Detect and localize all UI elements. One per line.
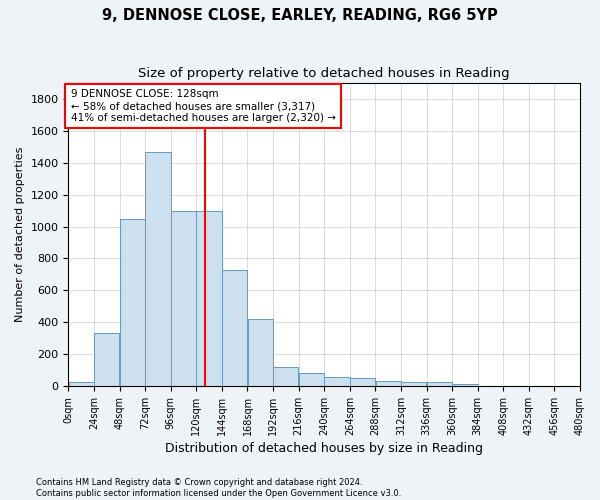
Bar [376, 382, 401, 386]
Bar [273, 367, 298, 386]
Bar [94, 334, 119, 386]
Bar [325, 378, 350, 386]
Bar [248, 319, 273, 386]
Bar [299, 374, 324, 386]
X-axis label: Distribution of detached houses by size in Reading: Distribution of detached houses by size … [165, 442, 483, 455]
Bar [222, 270, 247, 386]
Bar [427, 382, 452, 386]
Bar [171, 210, 196, 386]
Y-axis label: Number of detached properties: Number of detached properties [15, 147, 25, 322]
Bar [452, 384, 478, 386]
Text: Contains HM Land Registry data © Crown copyright and database right 2024.
Contai: Contains HM Land Registry data © Crown c… [36, 478, 401, 498]
Text: 9, DENNOSE CLOSE, EARLEY, READING, RG6 5YP: 9, DENNOSE CLOSE, EARLEY, READING, RG6 5… [102, 8, 498, 22]
Bar [196, 210, 222, 386]
Bar [120, 218, 145, 386]
Bar [401, 382, 427, 386]
Title: Size of property relative to detached houses in Reading: Size of property relative to detached ho… [139, 68, 510, 80]
Text: 9 DENNOSE CLOSE: 128sqm
← 58% of detached houses are smaller (3,317)
41% of semi: 9 DENNOSE CLOSE: 128sqm ← 58% of detache… [71, 90, 335, 122]
Bar [350, 378, 375, 386]
Bar [68, 382, 94, 386]
Bar [145, 152, 170, 386]
